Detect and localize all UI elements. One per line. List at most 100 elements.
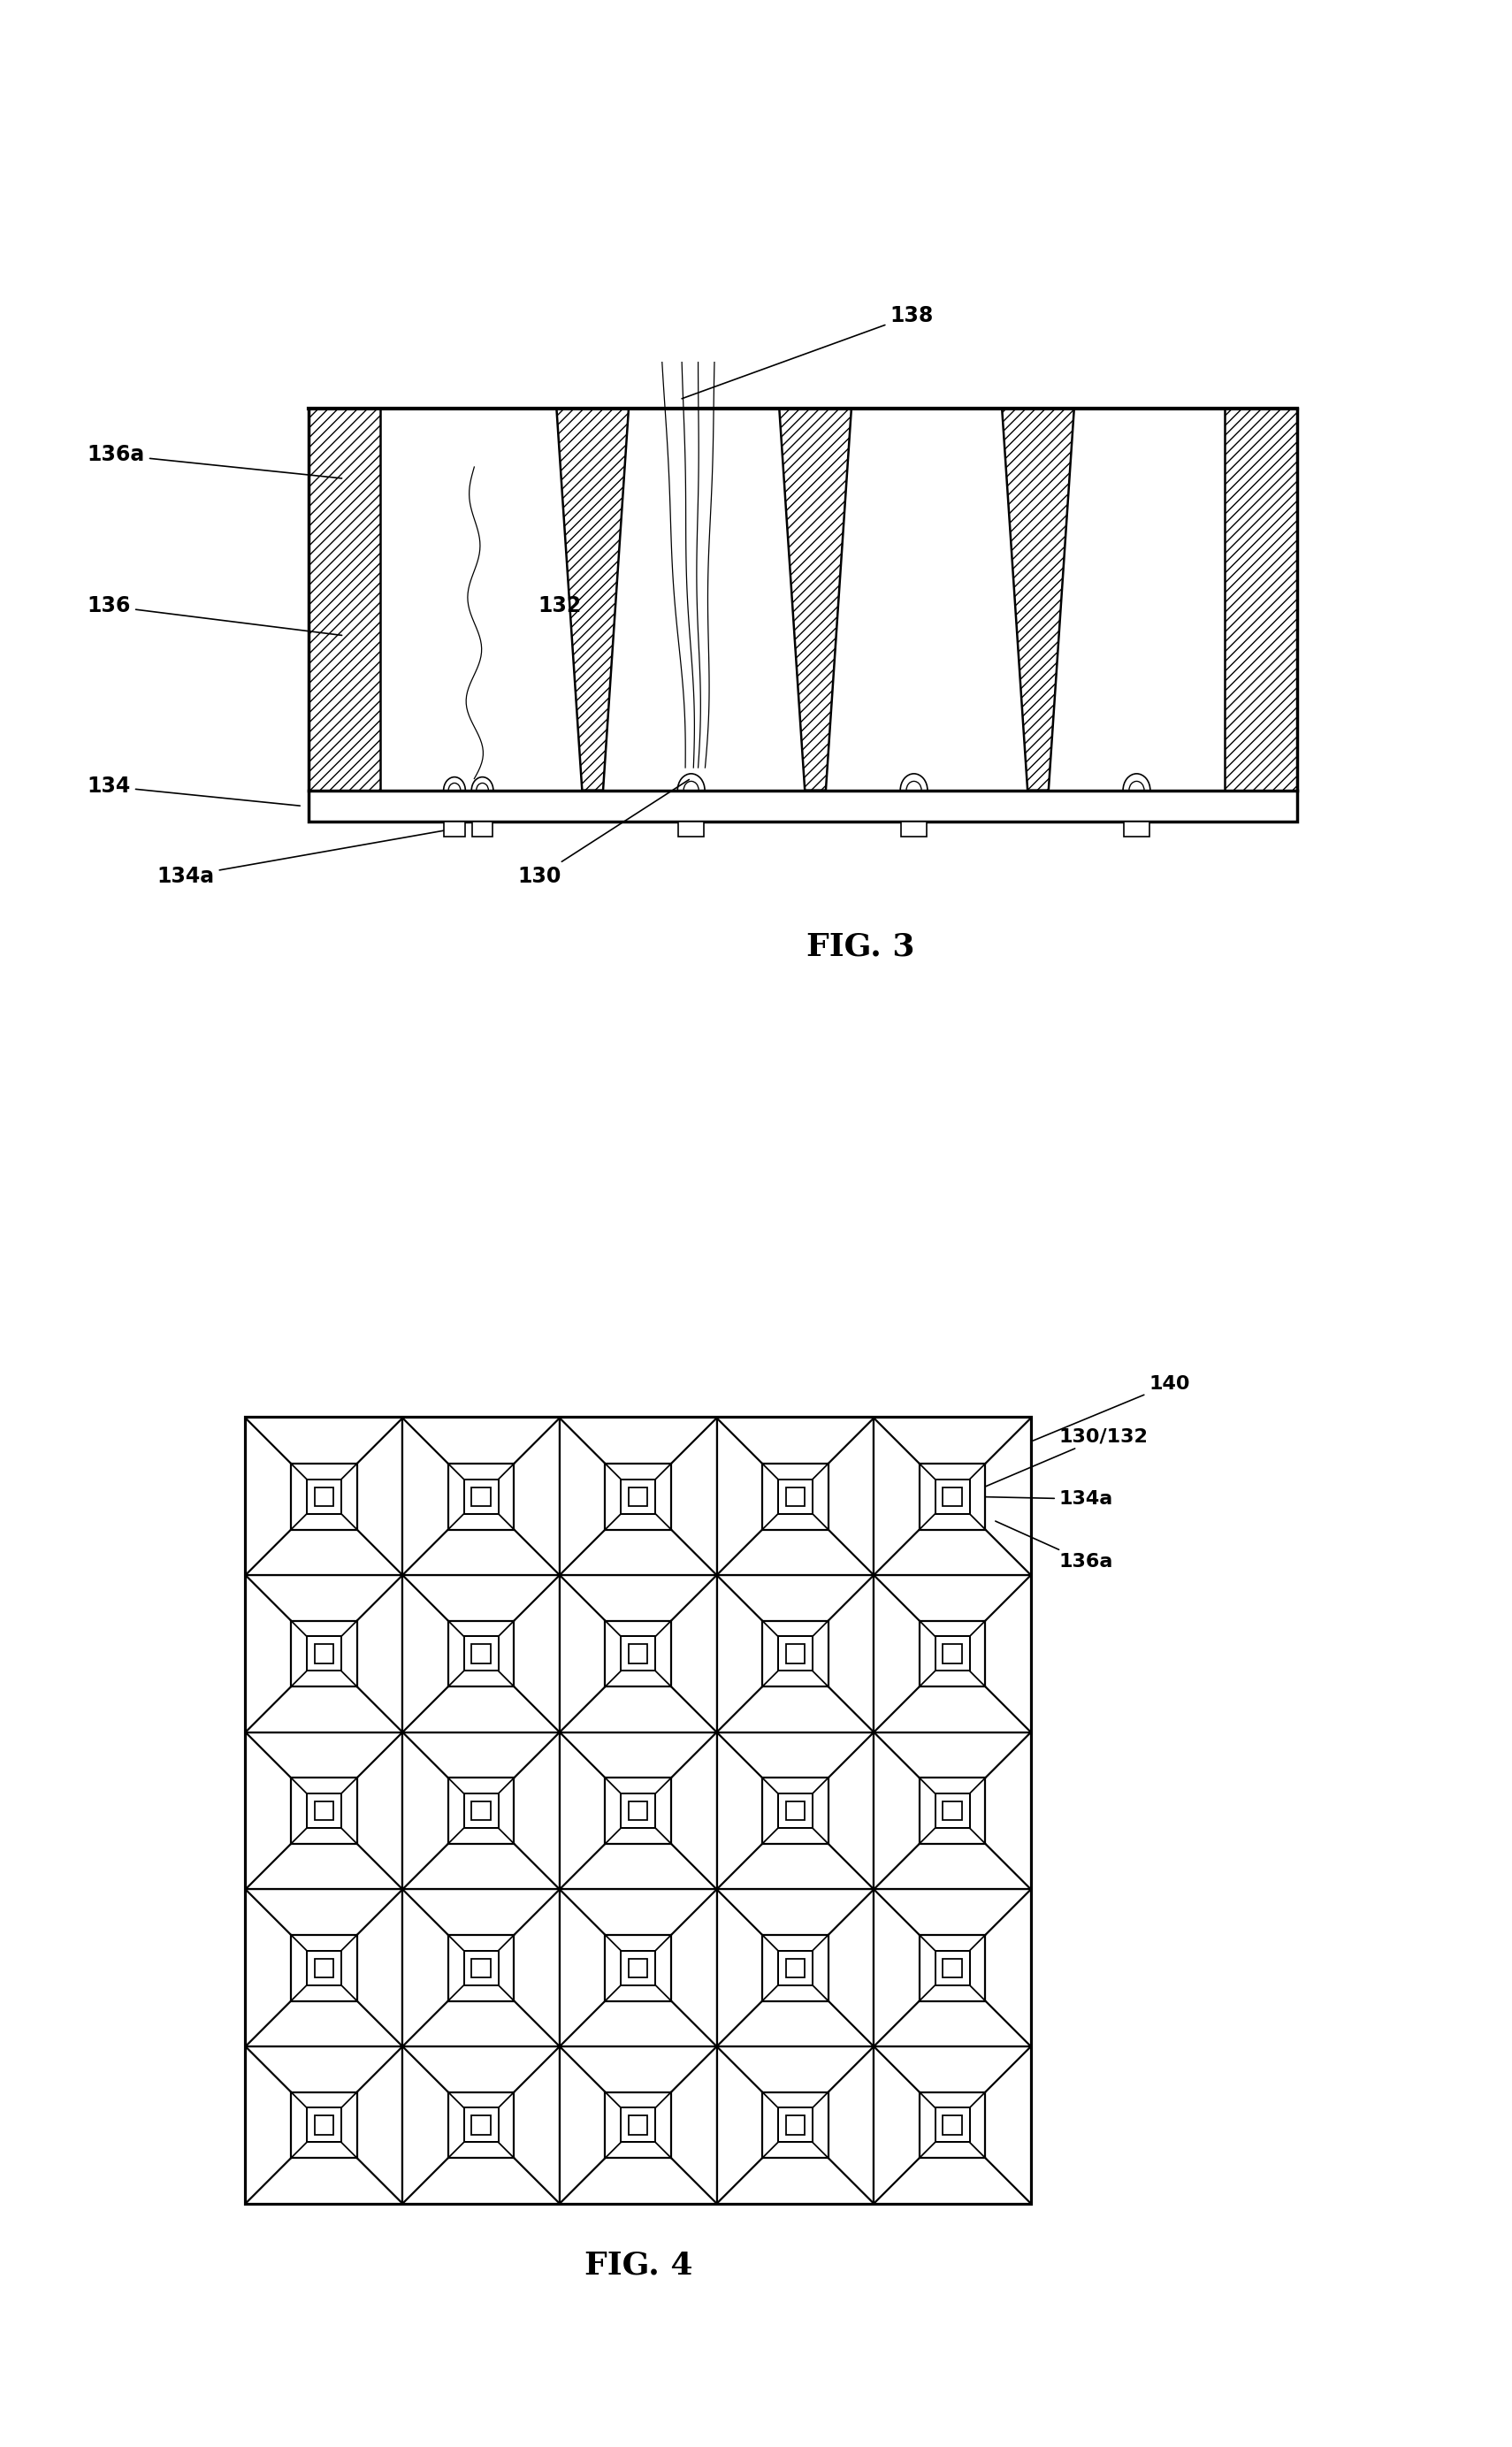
Text: 132: 132 bbox=[538, 595, 582, 617]
Bar bbox=[874, 1576, 1031, 1732]
Text: 134: 134 bbox=[88, 776, 299, 805]
Bar bbox=[779, 1637, 812, 1671]
Bar bbox=[934, 2107, 969, 2141]
Text: FIG. 4: FIG. 4 bbox=[584, 2251, 692, 2281]
Bar bbox=[559, 1889, 717, 2046]
Text: FIG. 3: FIG. 3 bbox=[806, 932, 915, 962]
Bar bbox=[245, 1417, 402, 1576]
Bar bbox=[314, 1644, 334, 1664]
Polygon shape bbox=[308, 409, 381, 790]
Bar bbox=[786, 1958, 804, 1977]
Bar bbox=[464, 1637, 499, 1671]
Bar bbox=[402, 1576, 559, 1732]
Bar bbox=[464, 1794, 499, 1828]
Bar bbox=[290, 2092, 357, 2158]
Bar bbox=[559, 2046, 717, 2205]
Bar bbox=[874, 1417, 1031, 1576]
Bar bbox=[290, 1463, 357, 1529]
Bar bbox=[779, 2107, 812, 2141]
Bar bbox=[472, 2117, 490, 2134]
Bar bbox=[448, 2092, 514, 2158]
Bar bbox=[605, 2092, 671, 2158]
Text: 136a: 136a bbox=[995, 1522, 1113, 1571]
Bar bbox=[307, 1637, 342, 1671]
Polygon shape bbox=[779, 409, 851, 790]
Bar bbox=[472, 822, 493, 837]
Bar bbox=[629, 2117, 647, 2134]
Bar bbox=[621, 2107, 656, 2141]
Polygon shape bbox=[1225, 409, 1297, 790]
Bar bbox=[874, 1889, 1031, 2046]
Bar bbox=[1123, 822, 1149, 837]
Bar bbox=[786, 2117, 804, 2134]
Bar bbox=[402, 1732, 559, 1889]
Bar bbox=[919, 1936, 986, 2002]
Bar bbox=[448, 1463, 514, 1529]
Text: 140: 140 bbox=[1033, 1375, 1190, 1441]
Bar bbox=[245, 1576, 402, 1732]
Bar bbox=[472, 1488, 490, 1505]
Bar bbox=[762, 1620, 829, 1686]
Bar bbox=[314, 1801, 334, 1821]
Bar bbox=[779, 1480, 812, 1515]
Bar bbox=[779, 1950, 812, 1985]
Bar bbox=[934, 1637, 969, 1671]
Bar bbox=[245, 1732, 402, 1889]
Bar bbox=[464, 1950, 499, 1985]
Bar bbox=[448, 1779, 514, 1843]
Bar bbox=[786, 1488, 804, 1505]
Bar bbox=[762, 1936, 829, 2002]
Bar bbox=[559, 1417, 717, 1576]
Bar bbox=[717, 1732, 874, 1889]
Bar bbox=[621, 1637, 656, 1671]
Bar bbox=[679, 822, 705, 837]
Text: 134a: 134a bbox=[972, 1490, 1113, 1507]
Text: 130/132: 130/132 bbox=[965, 1427, 1149, 1495]
Bar bbox=[717, 2046, 874, 2205]
Bar bbox=[762, 1779, 829, 1843]
Bar bbox=[786, 1801, 804, 1821]
Bar bbox=[934, 1950, 969, 1985]
Bar bbox=[308, 790, 1297, 822]
Bar bbox=[605, 1779, 671, 1843]
Bar bbox=[245, 1417, 1031, 2205]
Bar bbox=[307, 1480, 342, 1515]
Bar bbox=[245, 2046, 402, 2205]
Bar bbox=[786, 1644, 804, 1664]
Bar bbox=[943, 1644, 962, 1664]
Bar bbox=[629, 1488, 647, 1505]
Bar bbox=[402, 2046, 559, 2205]
Bar bbox=[307, 1794, 342, 1828]
Bar bbox=[919, 1620, 986, 1686]
Bar bbox=[448, 1620, 514, 1686]
Bar bbox=[448, 1936, 514, 2002]
Bar bbox=[472, 1958, 490, 1977]
Bar bbox=[307, 1950, 342, 1985]
Bar bbox=[314, 1488, 334, 1505]
Bar bbox=[605, 1936, 671, 2002]
Bar bbox=[943, 1488, 962, 1505]
Bar bbox=[314, 1958, 334, 1977]
Bar bbox=[621, 1794, 656, 1828]
Bar bbox=[559, 1732, 717, 1889]
Bar bbox=[934, 1794, 969, 1828]
Text: 130: 130 bbox=[517, 781, 689, 886]
Polygon shape bbox=[1002, 409, 1074, 790]
Bar bbox=[779, 1794, 812, 1828]
Bar bbox=[290, 1779, 357, 1843]
Bar bbox=[445, 822, 464, 837]
Bar bbox=[402, 1889, 559, 2046]
Bar bbox=[307, 2107, 342, 2141]
Bar bbox=[605, 1620, 671, 1686]
Bar bbox=[919, 2092, 986, 2158]
Bar bbox=[290, 1936, 357, 2002]
Bar bbox=[629, 1958, 647, 1977]
Bar bbox=[621, 1480, 656, 1515]
Text: 136: 136 bbox=[88, 595, 342, 636]
Bar bbox=[874, 1732, 1031, 1889]
Bar bbox=[717, 1889, 874, 2046]
Text: 138: 138 bbox=[682, 306, 933, 399]
Bar bbox=[717, 1576, 874, 1732]
Bar bbox=[762, 2092, 829, 2158]
Bar bbox=[629, 1801, 647, 1821]
